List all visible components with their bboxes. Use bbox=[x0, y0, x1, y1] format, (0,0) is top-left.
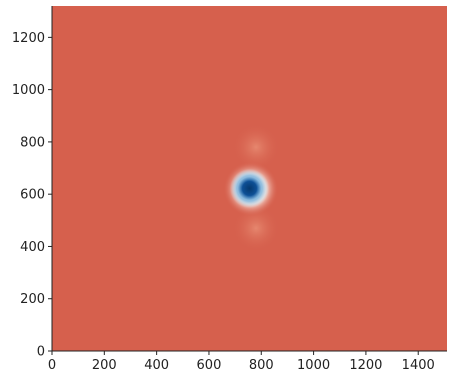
x-tick-label: 800 bbox=[249, 358, 274, 373]
y-tick-label: 600 bbox=[20, 188, 45, 203]
light-spot-0 bbox=[232, 123, 280, 171]
light-spot-1 bbox=[232, 204, 280, 252]
y-tick-label: 1200 bbox=[12, 31, 45, 46]
y-axis-ticks: 0 200 400 600 800 1000 1200 bbox=[12, 31, 52, 360]
y-tick-label: 800 bbox=[20, 135, 45, 150]
x-tick-label: 400 bbox=[144, 358, 169, 373]
dark-blue-core-0 bbox=[237, 176, 262, 201]
x-tick-label: 1400 bbox=[402, 358, 435, 373]
x-tick-label: 200 bbox=[92, 358, 117, 373]
y-tick-label: 200 bbox=[20, 292, 45, 307]
y-tick-label: 0 bbox=[37, 345, 45, 360]
y-tick-label: 1000 bbox=[12, 83, 45, 98]
x-tick-label: 0 bbox=[48, 358, 56, 373]
x-axis-ticks: 0 200 400 600 800 1000 1200 1400 bbox=[48, 351, 435, 373]
x-tick-label: 1000 bbox=[297, 358, 330, 373]
y-tick-label: 400 bbox=[20, 240, 45, 255]
x-tick-label: 1200 bbox=[349, 358, 382, 373]
x-tick-label: 600 bbox=[197, 358, 222, 373]
heatmap-features bbox=[223, 123, 280, 252]
